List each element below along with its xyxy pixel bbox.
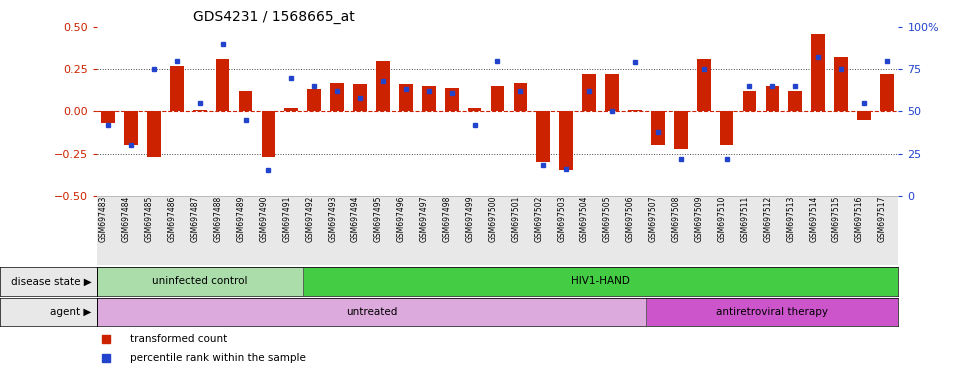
Bar [674,111,688,149]
Text: untreated: untreated [346,307,397,317]
Bar [720,111,733,145]
Bar [101,111,115,123]
Bar [514,83,527,111]
Bar [788,91,802,111]
Bar [646,298,898,326]
Bar [330,83,344,111]
Bar [835,57,848,111]
Text: percentile rank within the sample: percentile rank within the sample [130,353,306,363]
Bar [307,89,321,111]
Bar [376,61,390,111]
Text: agent ▶: agent ▶ [50,307,92,317]
Text: HIV1-HAND: HIV1-HAND [571,276,630,286]
Bar [354,84,367,111]
Bar [765,86,780,111]
Bar [284,108,298,111]
Bar [193,110,207,111]
Bar [536,111,551,162]
Bar [97,298,646,326]
Text: transformed count: transformed count [130,334,228,344]
Bar [696,59,711,111]
Bar [743,91,756,111]
Bar [857,111,871,120]
Bar [399,84,412,111]
Bar [422,86,436,111]
Bar [605,74,619,111]
Bar [628,110,641,111]
Text: antiretroviral therapy: antiretroviral therapy [717,307,829,317]
Bar [491,86,504,111]
Text: disease state ▶: disease state ▶ [11,276,92,286]
Text: uninfected control: uninfected control [152,276,247,286]
Text: GDS4231 / 1568665_at: GDS4231 / 1568665_at [193,10,355,25]
Bar [124,111,138,145]
Bar [239,91,252,111]
Bar [444,88,459,111]
Bar [302,267,898,296]
Bar [215,59,230,111]
Bar [811,34,825,111]
Bar [559,111,573,170]
Bar [468,108,481,111]
Bar [582,74,596,111]
Bar [147,111,160,157]
Bar [880,74,894,111]
Bar [651,111,665,145]
Bar [170,66,184,111]
Bar [97,267,302,296]
Bar [262,111,275,157]
